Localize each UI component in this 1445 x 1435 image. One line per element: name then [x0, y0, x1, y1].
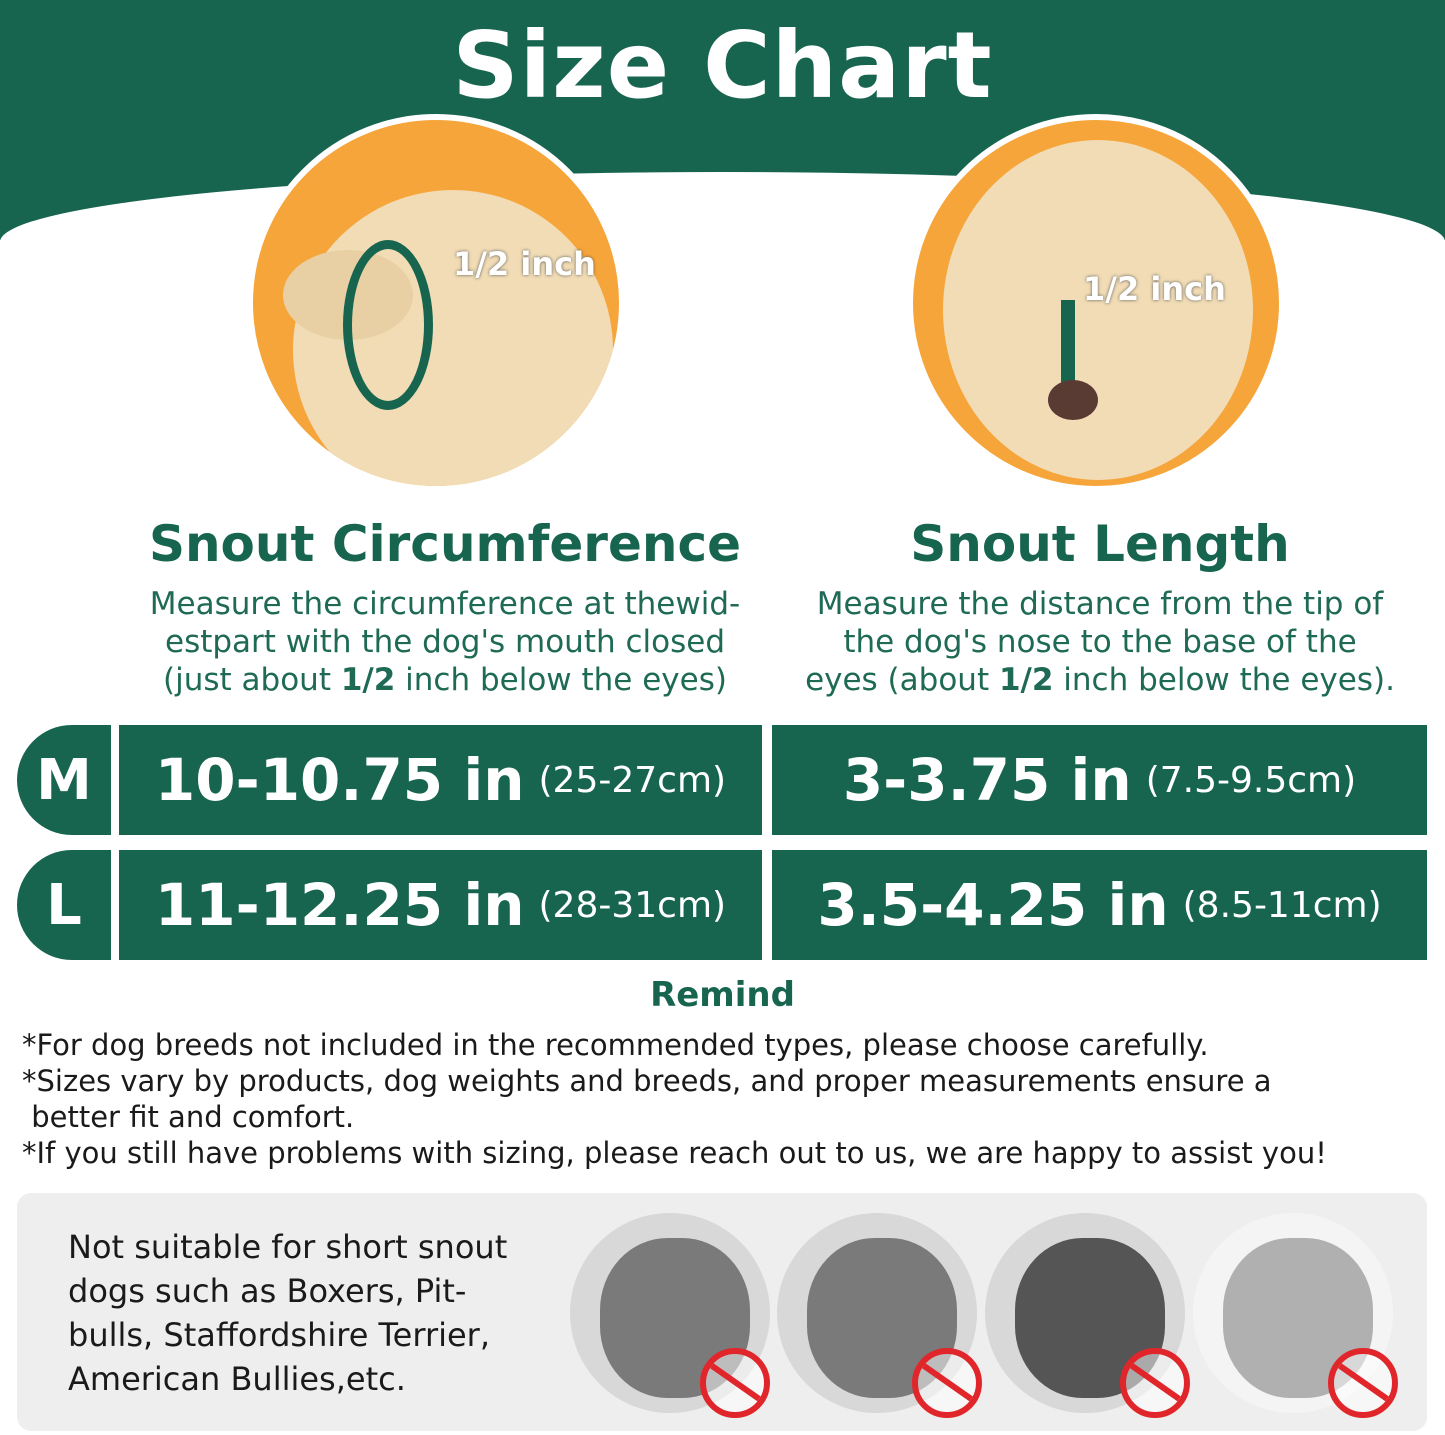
desc-text: (just about	[163, 662, 341, 698]
warning-line: American Bullies,etc.	[68, 1360, 406, 1398]
american-bully-photo	[985, 1213, 1190, 1418]
warning-line: Not suitable for short snout	[68, 1228, 508, 1266]
remind-notes: *For dog breeds not included in the reco…	[22, 1027, 1432, 1171]
value-cm: (8.5-11cm)	[1182, 884, 1382, 926]
value-in: 3-3.75 in	[842, 746, 1132, 814]
page-title: Size Chart	[452, 12, 993, 119]
desc-line: the dog's nose to the base of the	[843, 624, 1357, 660]
length-m: 3-3.75 in (7.5-9.5cm)	[772, 725, 1427, 835]
no-sign-icon	[912, 1348, 982, 1418]
size-m: M	[17, 725, 111, 835]
value-in: 11-12.25 in	[154, 871, 525, 939]
pitbull-photo	[777, 1213, 982, 1418]
note-line: *Sizes vary by products, dog weights and…	[22, 1064, 1272, 1098]
cavalier-photo	[1193, 1213, 1398, 1418]
snout-length-photo: 1/2 inch	[907, 114, 1285, 492]
desc-line: (just about 1/2 inch below the eyes)	[100, 661, 790, 699]
desc-text: inch below the eyes)	[395, 662, 727, 698]
note-line: better fit and comfort.	[22, 1100, 355, 1134]
value-cm: (25-27cm)	[538, 759, 727, 801]
no-sign-icon	[700, 1348, 770, 1418]
length-bar	[1061, 300, 1075, 385]
circumference-description: Measure the circumference at thewid- est…	[100, 585, 790, 699]
desc-bold: 1/2	[998, 662, 1054, 698]
circumference-ring	[343, 240, 433, 410]
warning-text: Not suitable for short snout dogs such a…	[68, 1225, 548, 1401]
length-l: 3.5-4.25 in (8.5-11cm)	[772, 850, 1427, 960]
no-sign-icon	[1120, 1348, 1190, 1418]
desc-line: estpart with the dog's mouth closed	[165, 624, 725, 660]
value-cm: (28-31cm)	[538, 884, 727, 926]
snout-circumference-photo: 1/2 inch	[247, 114, 625, 492]
desc-text: inch below the eyes).	[1053, 662, 1395, 698]
measure-label: 1/2 inch	[453, 245, 596, 283]
circumference-m: 10-10.75 in (25-27cm)	[119, 725, 762, 835]
remind-heading: Remind	[650, 975, 795, 1015]
nose	[1048, 380, 1098, 420]
warning-line: bulls, Staffordshire Terrier,	[68, 1316, 490, 1354]
length-heading: Snout Length	[910, 515, 1290, 573]
circumference-l: 11-12.25 in (28-31cm)	[119, 850, 762, 960]
length-description: Measure the distance from the tip of the…	[760, 585, 1440, 699]
value-in: 10-10.75 in	[154, 746, 525, 814]
no-sign-icon	[1328, 1348, 1398, 1418]
circumference-heading: Snout Circumference	[148, 515, 742, 573]
boxer-photo	[570, 1213, 770, 1418]
measure-label: 1/2 inch	[1083, 270, 1226, 308]
desc-line: Measure the circumference at thewid-	[149, 586, 741, 622]
desc-line: Measure the distance from the tip of	[816, 586, 1384, 622]
desc-line: eyes (about 1/2 inch below the eyes).	[760, 661, 1440, 699]
value-cm: (7.5-9.5cm)	[1145, 759, 1357, 801]
value-in: 3.5-4.25 in	[817, 871, 1169, 939]
size-l: L	[17, 850, 111, 960]
note-line: *For dog breeds not included in the reco…	[22, 1028, 1209, 1062]
desc-text: eyes (about	[805, 662, 999, 698]
desc-bold: 1/2	[340, 662, 396, 698]
note-line: *If you still have problems with sizing,…	[22, 1136, 1327, 1170]
warning-line: dogs such as Boxers, Pit-	[68, 1272, 467, 1310]
